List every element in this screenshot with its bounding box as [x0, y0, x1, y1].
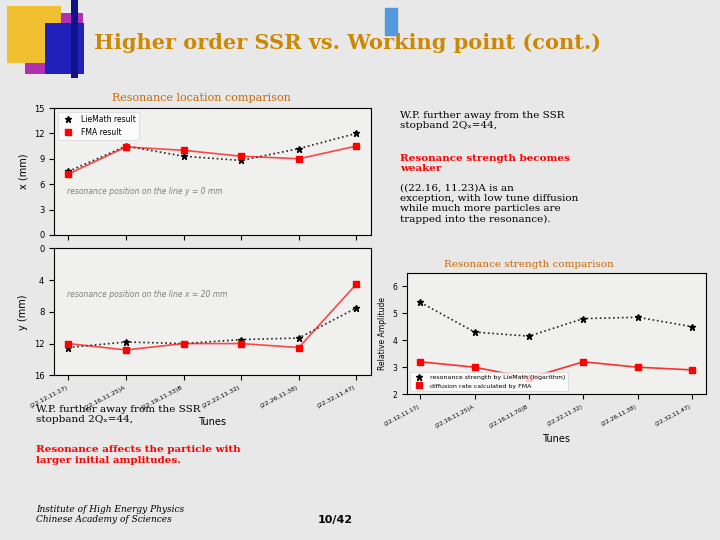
Text: resonance position on the line x = 20 mm: resonance position on the line x = 20 mm: [67, 289, 228, 299]
FancyBboxPatch shape: [45, 23, 84, 75]
Y-axis label: Relative Amplitude: Relative Amplitude: [378, 297, 387, 370]
FancyBboxPatch shape: [25, 14, 83, 75]
FMA result: [237, 153, 246, 159]
LieMath result: [179, 153, 188, 159]
diffusion rate calculated by FMA: [416, 359, 425, 365]
FancyBboxPatch shape: [7, 6, 61, 63]
resonance strength by LieMath (logarithm): [470, 329, 479, 335]
Legend: resonance strength by LieMath (logarithm), diffusion rate calculated by FMA: resonance strength by LieMath (logarithm…: [410, 372, 567, 391]
Text: ((22.16, 11.23)A is an
exception, with low tune diffusion
while much more partic: ((22.16, 11.23)A is an exception, with l…: [400, 184, 578, 224]
Line: LieMath result: LieMath result: [65, 130, 360, 175]
FMA result: [294, 156, 303, 162]
LieMath result: [122, 143, 130, 150]
FMA result: [352, 143, 361, 150]
Text: W.P. further away from the SSR
stopband 2Qₓ=44,: W.P. further away from the SSR stopband …: [400, 111, 564, 130]
FancyBboxPatch shape: [71, 0, 78, 78]
FMA result: [179, 147, 188, 153]
FMA result: [64, 171, 73, 177]
Y-axis label: x (mm): x (mm): [18, 154, 28, 189]
Text: Resonance strength comparison: Resonance strength comparison: [444, 260, 614, 269]
diffusion rate calculated by FMA: [579, 359, 588, 365]
resonance strength by LieMath (logarithm): [688, 323, 696, 330]
Text: Resonance strength becomes
weaker: Resonance strength becomes weaker: [400, 154, 570, 173]
Text: W.P. further away from the SSR
stopband 2Qₓ=44,: W.P. further away from the SSR stopband …: [36, 405, 200, 424]
diffusion rate calculated by FMA: [470, 364, 479, 370]
Legend: LieMath result, FMA result: LieMath result, FMA result: [58, 112, 139, 140]
Text: Institute of High Energy Physics
Chinese Academy of Sciences: Institute of High Energy Physics Chinese…: [36, 505, 184, 524]
diffusion rate calculated by FMA: [634, 364, 642, 370]
Text: Higher order SSR vs. Working point (cont.): Higher order SSR vs. Working point (cont…: [94, 33, 600, 53]
Text: Resonance affects the particle with
larger initial amplitudes.: Resonance affects the particle with larg…: [36, 446, 240, 465]
LieMath result: [294, 145, 303, 152]
Line: resonance strength by LieMath (logarithm): resonance strength by LieMath (logarithm…: [417, 299, 696, 340]
Y-axis label: y (mm): y (mm): [18, 294, 28, 329]
X-axis label: Tunes: Tunes: [542, 435, 570, 444]
LieMath result: [352, 130, 361, 137]
diffusion rate calculated by FMA: [688, 367, 696, 373]
FancyBboxPatch shape: [385, 8, 397, 35]
resonance strength by LieMath (logarithm): [416, 299, 425, 306]
Text: Resonance location comparison: Resonance location comparison: [112, 93, 291, 103]
resonance strength by LieMath (logarithm): [579, 315, 588, 322]
LieMath result: [64, 168, 73, 175]
resonance strength by LieMath (logarithm): [634, 314, 642, 320]
Line: diffusion rate calculated by FMA: diffusion rate calculated by FMA: [418, 359, 695, 381]
Line: FMA result: FMA result: [66, 143, 359, 177]
resonance strength by LieMath (logarithm): [525, 333, 534, 339]
FMA result: [122, 144, 130, 150]
LieMath result: [237, 157, 246, 164]
X-axis label: Tunes: Tunes: [199, 417, 226, 427]
Text: resonance position on the line y = 0 mm: resonance position on the line y = 0 mm: [67, 187, 222, 197]
Text: 10/42: 10/42: [318, 515, 352, 525]
diffusion rate calculated by FMA: [525, 375, 534, 381]
